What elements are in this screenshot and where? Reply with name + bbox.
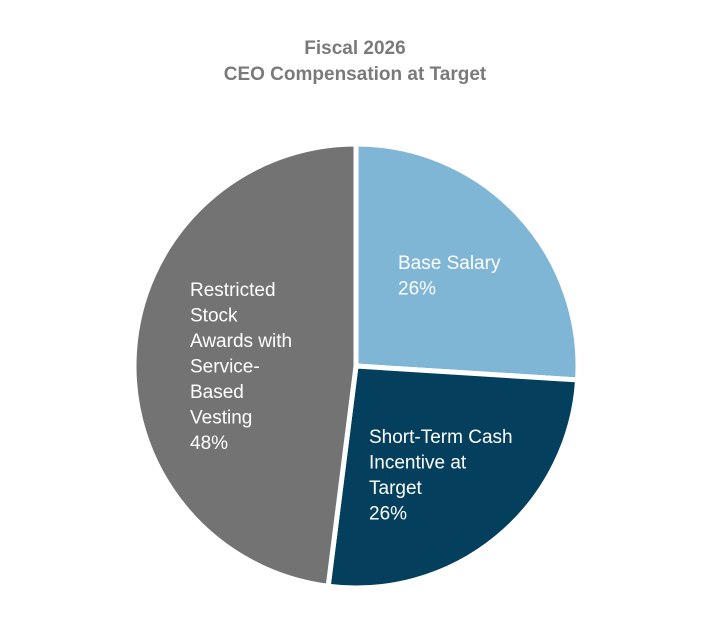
slice-label-line: Target (369, 478, 423, 499)
slice-label-line: 26% (369, 504, 407, 525)
slice-label-line: 48% (190, 433, 228, 454)
chart-title: Fiscal 2026 (304, 38, 406, 59)
slice-label-line: Service- (190, 357, 260, 378)
slice-label-line: 26% (398, 279, 436, 300)
slice-label-restricted-stock-awards: Restricted Stock Awards with Service- Based V… (190, 280, 292, 454)
pie-slice-restricted-stock-awards (131, 141, 359, 589)
slice-label-line: Awards with (190, 331, 292, 352)
slice-label-base-salary: Base Salary 26% (398, 253, 501, 300)
slice-label-line: Short-Term Cash (369, 427, 513, 448)
slice-label-line: Vesting (190, 408, 252, 429)
slice-label-line: Incentive at (369, 453, 467, 474)
slice-label-line: Restricted (190, 280, 276, 301)
chart-subtitle: CEO Compensation at Target (223, 64, 487, 85)
slice-label-line: Based (190, 382, 244, 403)
chart-title-block: Fiscal 2026 CEO Compensation at Target (0, 36, 710, 88)
slice-label-line: Stock (190, 306, 238, 327)
pie-slice-base-salary (353, 141, 581, 383)
slice-label-short-term-cash-incentive: Short-Term Cash Incentive at Target 26% (369, 427, 513, 525)
pie-slice-short-term-cash-incentive (325, 363, 581, 591)
slice-label-line: Base Salary (398, 253, 501, 274)
